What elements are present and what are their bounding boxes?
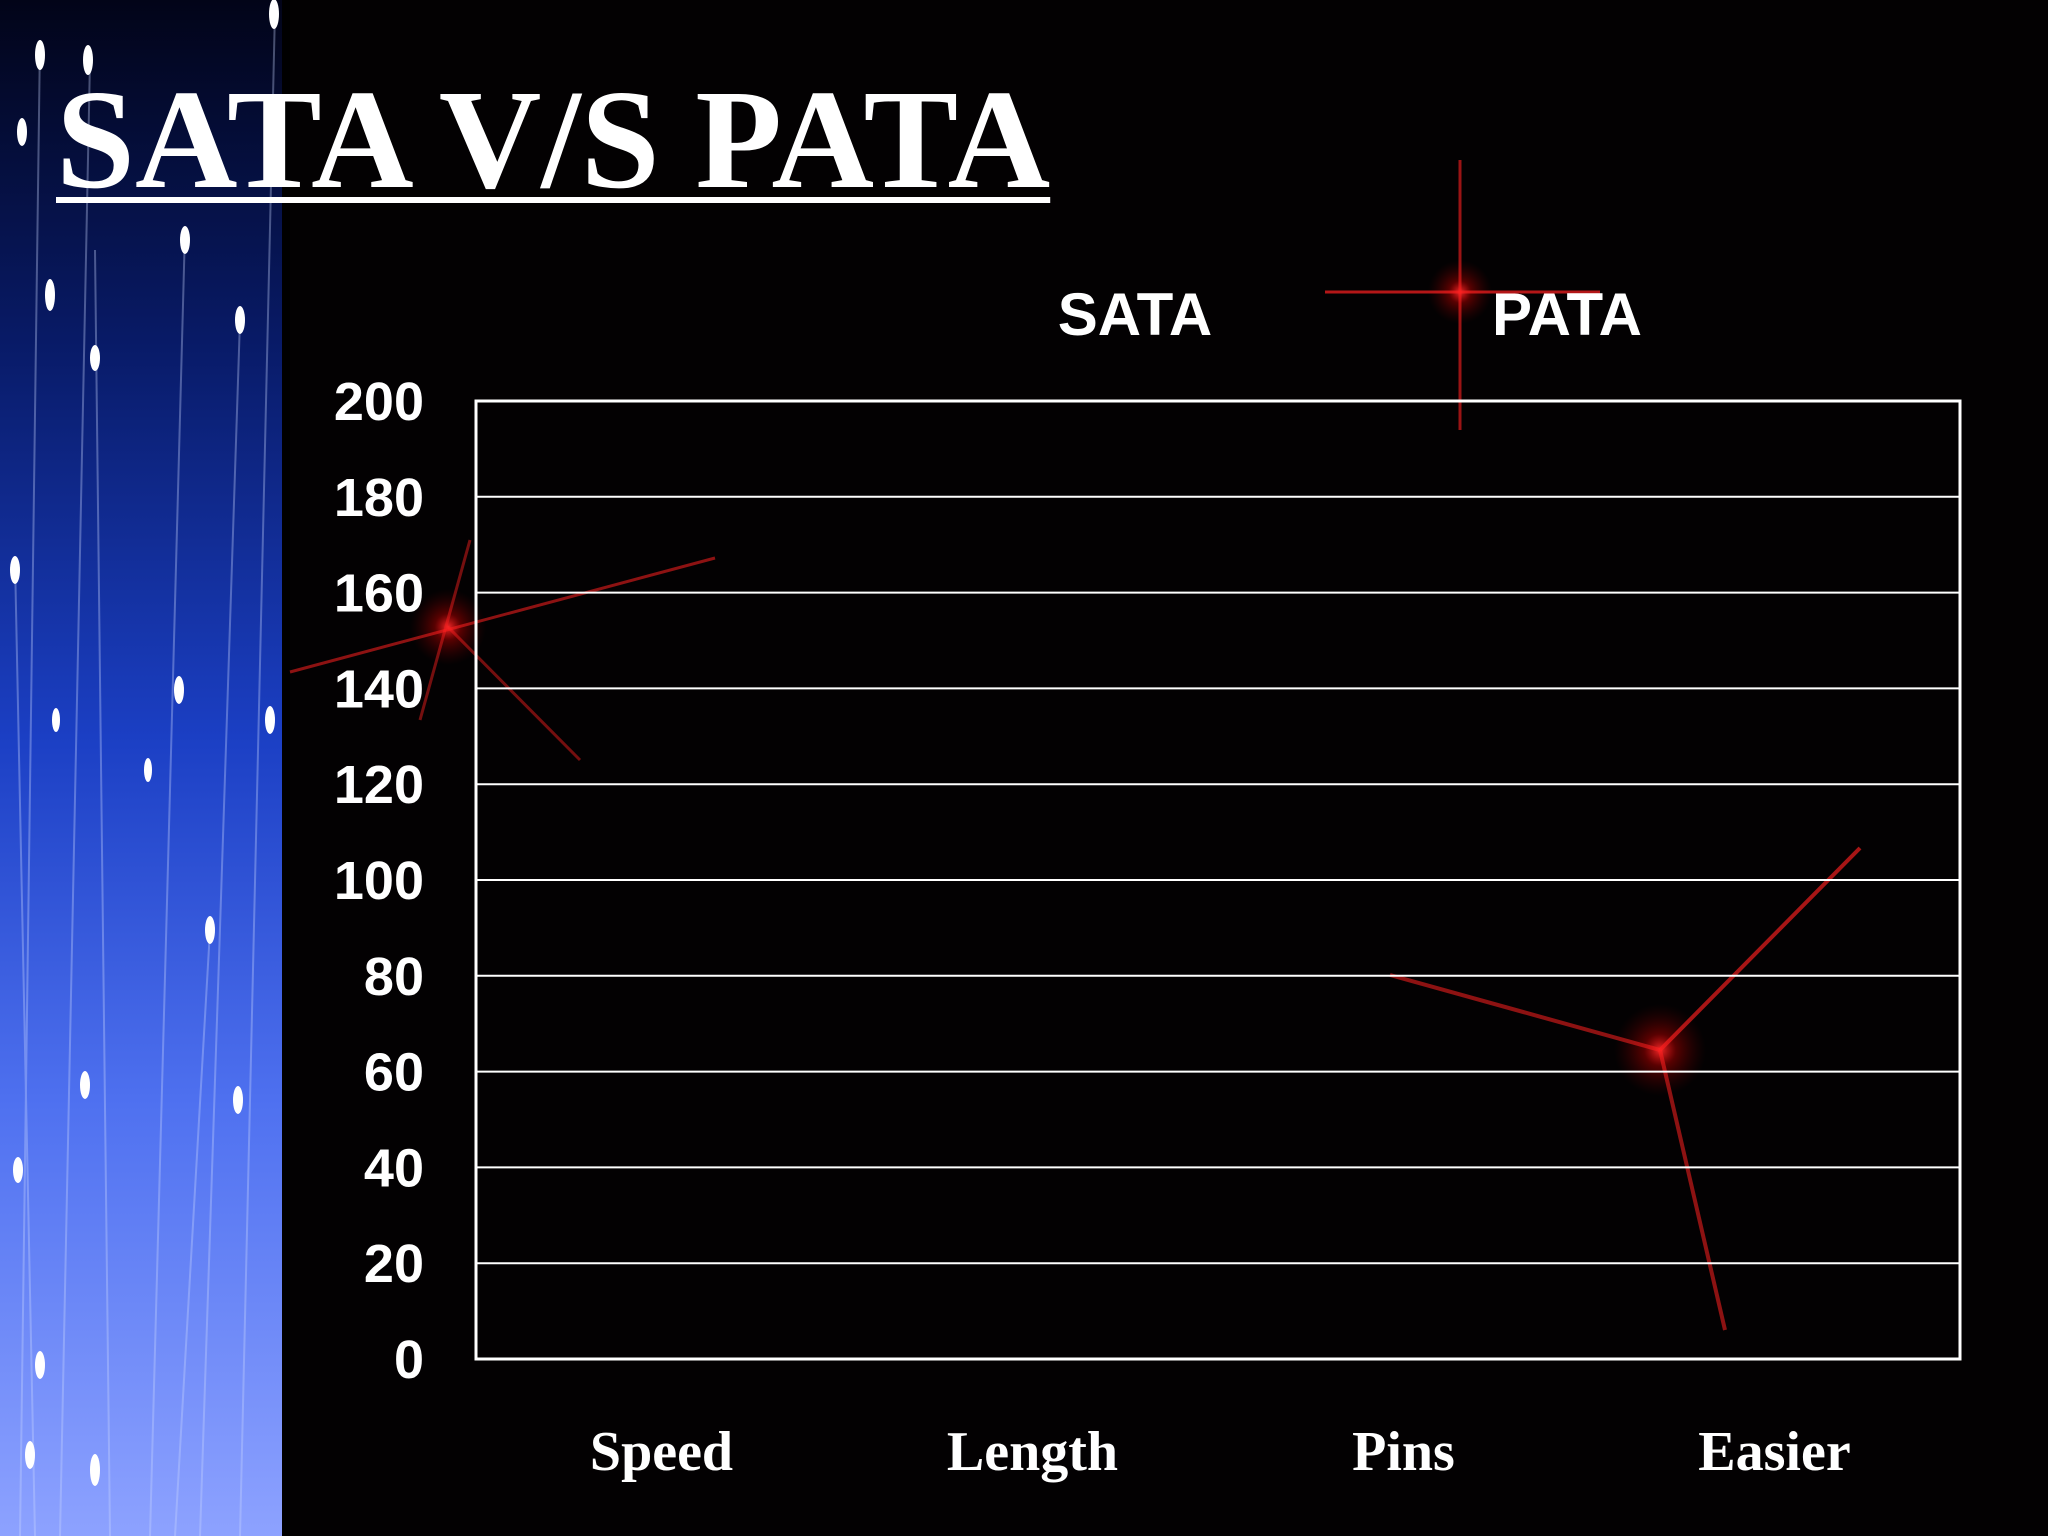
- y-tick-label: 160: [334, 564, 424, 624]
- slide-title: SATA V/S PATA: [56, 60, 1051, 218]
- y-tick-label: 200: [334, 372, 424, 432]
- x-category-label: Length: [947, 1421, 1118, 1483]
- x-axis-ticks: Speed Length Pins Easier: [590, 1421, 1851, 1483]
- y-tick-label: 60: [364, 1043, 424, 1103]
- y-tick-label: 40: [364, 1138, 424, 1198]
- y-tick-label: 20: [364, 1234, 424, 1294]
- y-tick-label: 140: [334, 659, 424, 719]
- y-tick-label: 180: [334, 468, 424, 528]
- legend-label-sata: SATA: [1058, 281, 1212, 348]
- plot-area-frame: [474, 399, 1962, 1361]
- y-tick-label: 120: [334, 755, 424, 815]
- fiber-light-strands: [10, 0, 279, 1536]
- legend-label-pata: PATA: [1492, 281, 1642, 348]
- y-tick-label: 0: [394, 1330, 424, 1390]
- lens-flare-decoration: [289, 160, 1862, 1331]
- fiber-optic-background: [0, 0, 290, 1536]
- x-category-label: Speed: [590, 1421, 733, 1483]
- chart-legend: SATA PATA: [1058, 281, 1642, 348]
- x-category-label: Easier: [1698, 1421, 1850, 1483]
- y-tick-label: 100: [334, 851, 424, 911]
- y-tick-label: 80: [364, 947, 424, 1007]
- x-category-label: Pins: [1352, 1421, 1455, 1483]
- y-axis-ticks: 0 20 40 60 80 100 120 140 160 180 200: [334, 372, 424, 1390]
- chart-gridlines: [476, 495, 1960, 1265]
